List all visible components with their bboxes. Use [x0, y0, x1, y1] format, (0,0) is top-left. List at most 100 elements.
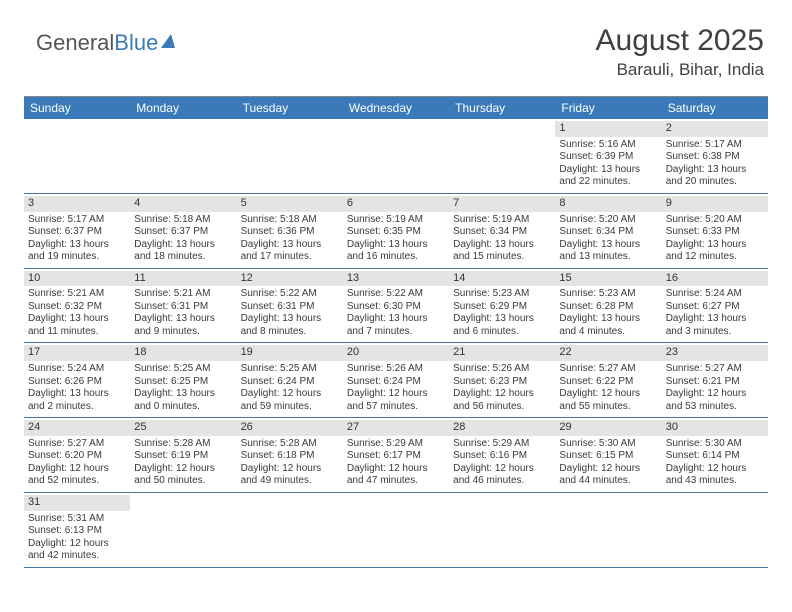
dow-wed: Wednesday	[343, 97, 449, 119]
daylight: Daylight: 12 hours and 53 minutes.	[666, 388, 764, 413]
sunrise: Sunrise: 5:31 AM	[28, 513, 126, 526]
sunrise: Sunrise: 5:21 AM	[28, 288, 126, 301]
day-number: 7	[449, 196, 555, 212]
day-cell: 17Sunrise: 5:24 AMSunset: 6:26 PMDayligh…	[24, 343, 130, 417]
day-cell: 30Sunrise: 5:30 AMSunset: 6:14 PMDayligh…	[662, 418, 768, 492]
sunset: Sunset: 6:37 PM	[28, 226, 126, 239]
day-number: 18	[130, 345, 236, 361]
day-cell: 3Sunrise: 5:17 AMSunset: 6:37 PMDaylight…	[24, 194, 130, 268]
header: GeneralBlue August 2025 Barauli, Bihar, …	[0, 0, 792, 88]
sunrise: Sunrise: 5:23 AM	[559, 288, 657, 301]
sunset: Sunset: 6:34 PM	[453, 226, 551, 239]
daylight: Daylight: 13 hours and 11 minutes.	[28, 313, 126, 338]
day-cell: 7Sunrise: 5:19 AMSunset: 6:34 PMDaylight…	[449, 194, 555, 268]
daylight: Daylight: 13 hours and 20 minutes.	[666, 164, 764, 189]
day-number: 29	[555, 420, 661, 436]
day-number: 25	[130, 420, 236, 436]
empty-cell	[449, 119, 555, 193]
sunset: Sunset: 6:34 PM	[559, 226, 657, 239]
dow-thu: Thursday	[449, 97, 555, 119]
sunset: Sunset: 6:36 PM	[241, 226, 339, 239]
sunrise: Sunrise: 5:29 AM	[347, 438, 445, 451]
empty-cell	[343, 493, 449, 567]
day-cell: 25Sunrise: 5:28 AMSunset: 6:19 PMDayligh…	[130, 418, 236, 492]
sunrise: Sunrise: 5:18 AM	[241, 214, 339, 227]
sunset: Sunset: 6:16 PM	[453, 450, 551, 463]
daylight: Daylight: 12 hours and 55 minutes.	[559, 388, 657, 413]
day-number: 23	[662, 345, 768, 361]
sunset: Sunset: 6:21 PM	[666, 376, 764, 389]
day-cell: 21Sunrise: 5:26 AMSunset: 6:23 PMDayligh…	[449, 343, 555, 417]
day-number: 20	[343, 345, 449, 361]
day-number: 31	[24, 495, 130, 511]
day-number: 26	[237, 420, 343, 436]
daylight: Daylight: 12 hours and 52 minutes.	[28, 463, 126, 488]
sunrise: Sunrise: 5:21 AM	[134, 288, 232, 301]
day-number: 12	[237, 271, 343, 287]
sunrise: Sunrise: 5:17 AM	[666, 139, 764, 152]
day-cell: 5Sunrise: 5:18 AMSunset: 6:36 PMDaylight…	[237, 194, 343, 268]
sunrise: Sunrise: 5:17 AM	[28, 214, 126, 227]
sunset: Sunset: 6:29 PM	[453, 301, 551, 314]
empty-cell	[237, 119, 343, 193]
daylight: Daylight: 13 hours and 15 minutes.	[453, 239, 551, 264]
dow-sun: Sunday	[24, 97, 130, 119]
daylight: Daylight: 13 hours and 13 minutes.	[559, 239, 657, 264]
sunset: Sunset: 6:23 PM	[453, 376, 551, 389]
day-cell: 22Sunrise: 5:27 AMSunset: 6:22 PMDayligh…	[555, 343, 661, 417]
day-number: 22	[555, 345, 661, 361]
day-cell: 28Sunrise: 5:29 AMSunset: 6:16 PMDayligh…	[449, 418, 555, 492]
empty-cell	[555, 493, 661, 567]
sunset: Sunset: 6:31 PM	[134, 301, 232, 314]
sunrise: Sunrise: 5:29 AM	[453, 438, 551, 451]
dow-mon: Monday	[130, 97, 236, 119]
day-number: 17	[24, 345, 130, 361]
dow-fri: Friday	[555, 97, 661, 119]
sunset: Sunset: 6:30 PM	[347, 301, 445, 314]
sunset: Sunset: 6:31 PM	[241, 301, 339, 314]
sunrise: Sunrise: 5:26 AM	[347, 363, 445, 376]
brand-logo: GeneralBlue	[36, 30, 175, 56]
day-cell: 10Sunrise: 5:21 AMSunset: 6:32 PMDayligh…	[24, 269, 130, 343]
day-cell: 13Sunrise: 5:22 AMSunset: 6:30 PMDayligh…	[343, 269, 449, 343]
day-number: 3	[24, 196, 130, 212]
week-row: 17Sunrise: 5:24 AMSunset: 6:26 PMDayligh…	[24, 343, 768, 418]
sunrise: Sunrise: 5:27 AM	[666, 363, 764, 376]
day-number: 10	[24, 271, 130, 287]
sunset: Sunset: 6:27 PM	[666, 301, 764, 314]
sunrise: Sunrise: 5:30 AM	[559, 438, 657, 451]
sunrise: Sunrise: 5:27 AM	[28, 438, 126, 451]
week-row: 10Sunrise: 5:21 AMSunset: 6:32 PMDayligh…	[24, 269, 768, 344]
sunrise: Sunrise: 5:23 AM	[453, 288, 551, 301]
day-cell: 19Sunrise: 5:25 AMSunset: 6:24 PMDayligh…	[237, 343, 343, 417]
daylight: Daylight: 13 hours and 16 minutes.	[347, 239, 445, 264]
empty-cell	[662, 493, 768, 567]
daylight: Daylight: 13 hours and 9 minutes.	[134, 313, 232, 338]
day-cell: 24Sunrise: 5:27 AMSunset: 6:20 PMDayligh…	[24, 418, 130, 492]
day-number: 19	[237, 345, 343, 361]
daylight: Daylight: 12 hours and 43 minutes.	[666, 463, 764, 488]
brand-part2: Blue	[114, 30, 158, 56]
sunrise: Sunrise: 5:25 AM	[241, 363, 339, 376]
day-cell: 12Sunrise: 5:22 AMSunset: 6:31 PMDayligh…	[237, 269, 343, 343]
sunset: Sunset: 6:33 PM	[666, 226, 764, 239]
sunrise: Sunrise: 5:26 AM	[453, 363, 551, 376]
sunset: Sunset: 6:25 PM	[134, 376, 232, 389]
daylight: Daylight: 12 hours and 46 minutes.	[453, 463, 551, 488]
empty-cell	[130, 119, 236, 193]
daylight: Daylight: 12 hours and 49 minutes.	[241, 463, 339, 488]
sunset: Sunset: 6:37 PM	[134, 226, 232, 239]
day-cell: 8Sunrise: 5:20 AMSunset: 6:34 PMDaylight…	[555, 194, 661, 268]
empty-cell	[130, 493, 236, 567]
day-cell: 2Sunrise: 5:17 AMSunset: 6:38 PMDaylight…	[662, 119, 768, 193]
day-number: 14	[449, 271, 555, 287]
sunset: Sunset: 6:26 PM	[28, 376, 126, 389]
day-number: 24	[24, 420, 130, 436]
day-cell: 11Sunrise: 5:21 AMSunset: 6:31 PMDayligh…	[130, 269, 236, 343]
daylight: Daylight: 13 hours and 18 minutes.	[134, 239, 232, 264]
daylight: Daylight: 13 hours and 4 minutes.	[559, 313, 657, 338]
sunrise: Sunrise: 5:28 AM	[134, 438, 232, 451]
sunrise: Sunrise: 5:19 AM	[347, 214, 445, 227]
sunset: Sunset: 6:39 PM	[559, 151, 657, 164]
day-cell: 4Sunrise: 5:18 AMSunset: 6:37 PMDaylight…	[130, 194, 236, 268]
